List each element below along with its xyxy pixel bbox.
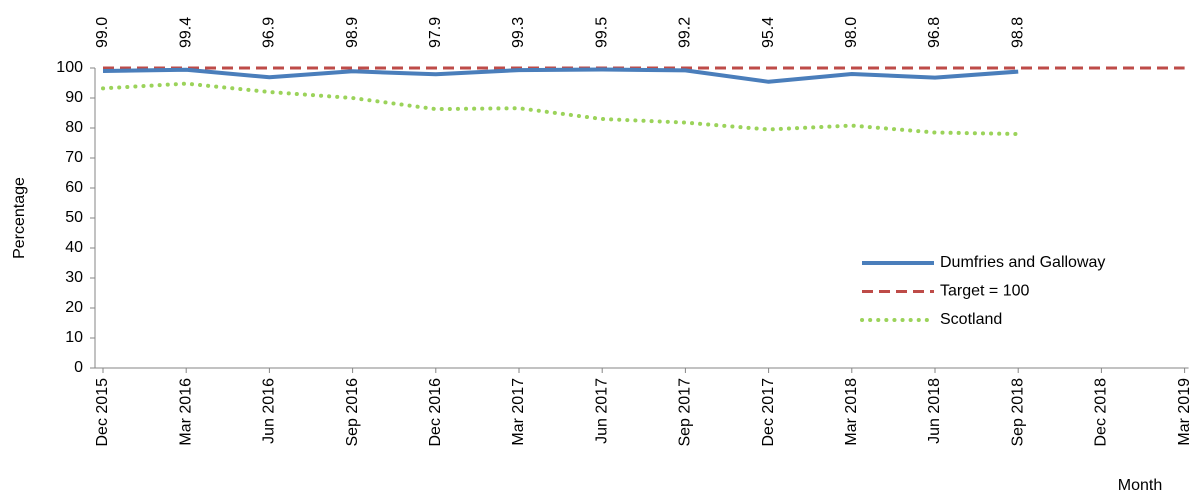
- y-tick-label: 20: [65, 299, 83, 316]
- data-label: 99.4: [177, 17, 194, 48]
- x-tick-label: Jun 2018: [926, 378, 943, 444]
- x-tick-label: Dec 2016: [427, 378, 444, 447]
- x-tick-label: Sep 2016: [344, 378, 361, 447]
- series-line: [101, 81, 1021, 136]
- y-tick-label: 50: [65, 209, 83, 226]
- data-label: 99.3: [510, 17, 527, 48]
- x-tick-label: Mar 2018: [843, 378, 860, 446]
- y-axis-label: Percentage: [11, 177, 28, 259]
- data-label: 99.0: [94, 17, 111, 48]
- data-label: 97.9: [427, 17, 444, 48]
- y-tick-label: 10: [65, 329, 83, 346]
- data-label: 99.2: [677, 17, 694, 48]
- y-tick-label: 70: [65, 149, 83, 166]
- y-tick-label: 80: [65, 119, 83, 136]
- x-tick-label: Jun 2017: [593, 378, 610, 444]
- x-tick-label: Sep 2017: [677, 378, 694, 447]
- legend-label: Dumfries and Galloway: [940, 254, 1105, 271]
- series-line: [102, 67, 1019, 84]
- x-tick-label: Mar 2017: [510, 378, 527, 446]
- data-label: 96.9: [261, 17, 278, 48]
- y-tick-label: 0: [74, 359, 83, 376]
- x-tick-label: Mar 2019: [1176, 378, 1193, 446]
- x-tick-label: Dec 2017: [760, 378, 777, 447]
- data-label: 99.5: [593, 17, 610, 48]
- x-tick-label: Sep 2018: [1009, 378, 1026, 447]
- legend-label: Target = 100: [940, 283, 1030, 300]
- y-tick-label: 60: [65, 179, 83, 196]
- legend-label: Scotland: [940, 311, 1002, 328]
- x-tick-label: Dec 2015: [94, 378, 111, 447]
- data-label: 98.8: [1009, 17, 1026, 48]
- y-tick-label: 90: [65, 89, 83, 106]
- x-axis-label: Month: [1118, 477, 1162, 494]
- y-tick-label: 40: [65, 239, 83, 256]
- x-tick-label: Jun 2016: [261, 378, 278, 444]
- x-tick-label: Mar 2016: [177, 378, 194, 446]
- y-tick-label: 100: [56, 59, 83, 76]
- x-tick-label: Dec 2018: [1093, 378, 1110, 447]
- data-label: 96.8: [926, 17, 943, 48]
- data-label: 98.9: [344, 17, 361, 48]
- data-label: 95.4: [760, 17, 777, 48]
- y-tick-label: 30: [65, 269, 83, 286]
- data-label: 98.0: [843, 17, 860, 48]
